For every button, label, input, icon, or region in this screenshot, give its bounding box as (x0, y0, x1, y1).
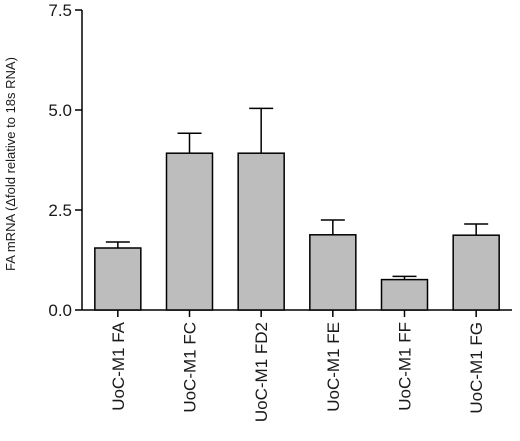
bar (94, 247, 142, 311)
x-category-label: UoC-M1 FA (109, 321, 128, 410)
y-tick-label: 2.5 (48, 201, 72, 220)
bar (380, 278, 429, 311)
x-category-label: UoC-M1 FD2 (252, 322, 271, 422)
bar (165, 152, 214, 311)
x-category-label: UoC-M1 FG (467, 322, 486, 414)
y-tick-label: 0.0 (48, 301, 72, 320)
plot-area: 0.0 2.5 5.0 7.5 FA mRNA (Δfold relative to 1… (3, 1, 512, 422)
x-category-label: UoC-M1 FF (396, 322, 415, 411)
x-category-label: UoC-M1 FE (324, 322, 343, 412)
bar (452, 234, 500, 311)
y-axis-title: FA mRNA (Δfold relative to 18s RNA) (3, 57, 18, 271)
y-tick-label: 7.5 (48, 1, 72, 20)
bar (309, 234, 357, 311)
y-tick-label: 5.0 (48, 101, 72, 120)
x-category-label: UoC-M1 FC (181, 322, 200, 413)
bar (237, 152, 285, 311)
